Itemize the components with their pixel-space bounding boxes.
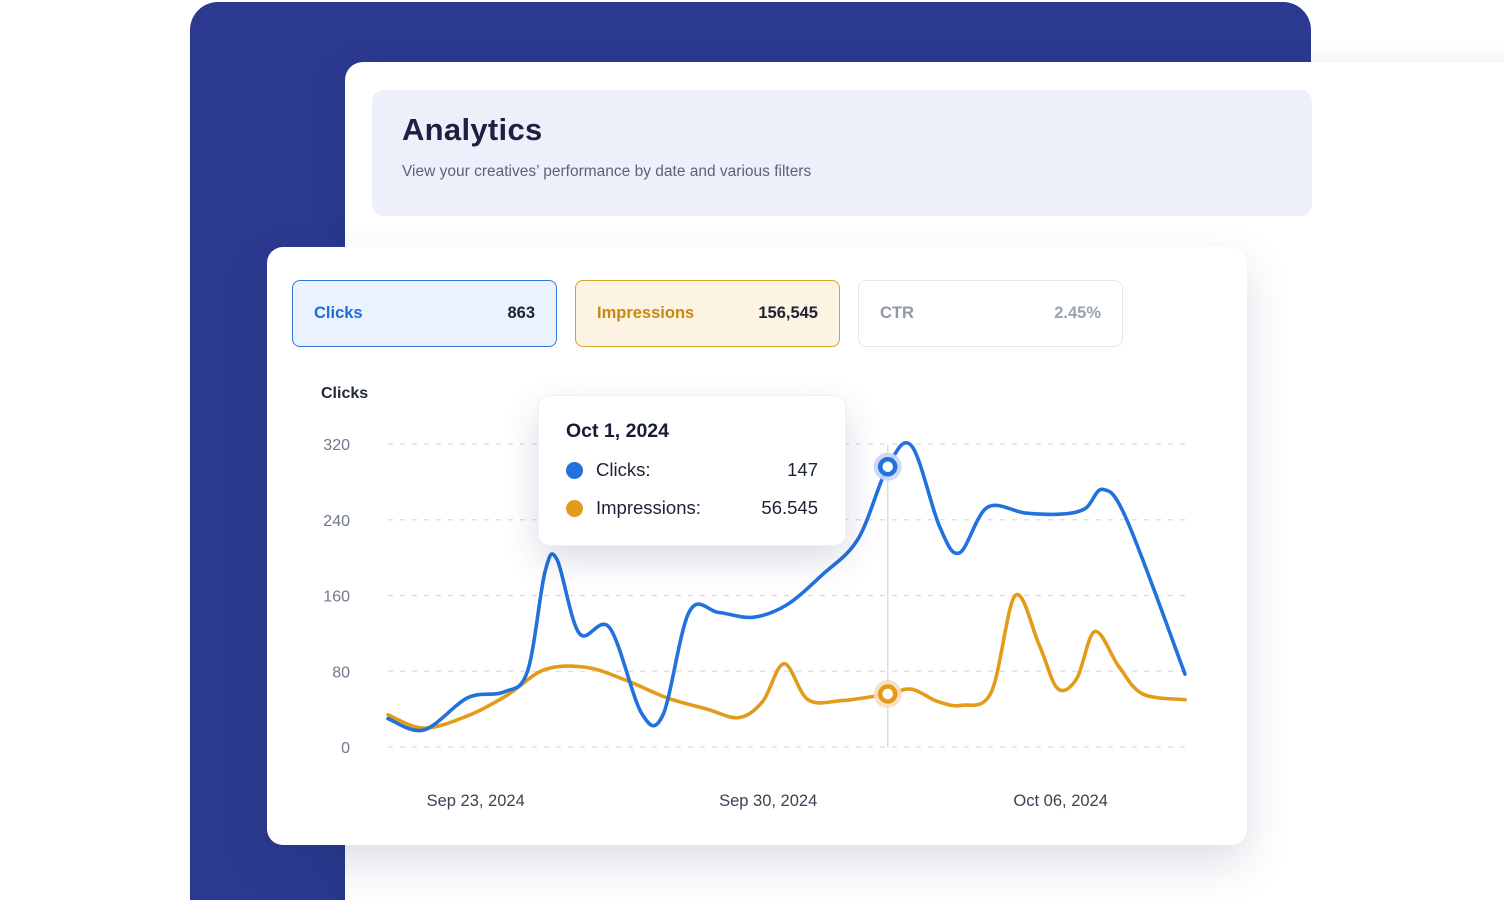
metric-chip-value: 2.45% [1054, 304, 1101, 322]
analytics-header: Analytics View your creatives’ performan… [372, 90, 1312, 216]
series-impressions-line [386, 592, 1187, 730]
metric-chip-ctr[interactable]: CTR 2.45% [858, 280, 1123, 347]
metric-chip-clicks[interactable]: Clicks 863 [292, 280, 557, 347]
metric-chip-label: Clicks [314, 304, 363, 322]
tooltip-value: 56.545 [761, 497, 818, 518]
page-title: Analytics [402, 112, 543, 147]
x-tick-label: Sep 23, 2024 [427, 792, 525, 810]
chart-axis-title: Clicks [321, 385, 369, 402]
tooltip-date: Oct 1, 2024 [566, 420, 669, 442]
metric-chips: Clicks 863 Impressions 156,545 CTR 2.45% [292, 280, 1123, 347]
y-tick-label: 320 [323, 437, 350, 454]
impressions-dot-icon [566, 499, 583, 517]
tooltip-row-clicks: Clicks: 147 [566, 459, 818, 481]
y-tick-label: 80 [332, 664, 350, 681]
y-tick-label: 160 [323, 589, 350, 606]
x-tick-label: Oct 06, 2024 [1013, 792, 1107, 810]
marker-clicks [877, 456, 898, 477]
tooltip-row-impressions: Impressions: 56.545 [566, 497, 818, 519]
x-tick-label: Sep 30, 2024 [719, 792, 817, 810]
page-subtitle: View your creatives’ performance by date… [402, 163, 812, 180]
tooltip-label: Impressions: [596, 497, 701, 518]
clicks-dot-icon [566, 461, 583, 479]
marker-impressions [877, 684, 898, 704]
analytics-chart-card: Clicks 863 Impressions 156,545 CTR 2.45%… [267, 247, 1247, 845]
tooltip-value: 147 [787, 459, 818, 480]
metric-chip-value: 156,545 [758, 304, 818, 322]
metric-chip-impressions[interactable]: Impressions 156,545 [575, 280, 840, 347]
line-chart[interactable]: 320 240 160 80 0 Sep 23, 2024 Sep 30, 2024 Oct … [267, 375, 1247, 845]
metric-chip-label: Impressions [597, 304, 695, 322]
metric-chip-label: CTR [880, 304, 914, 322]
y-tick-label: 0 [341, 740, 350, 757]
y-tick-label: 240 [323, 513, 350, 530]
series-clicks-line [386, 441, 1187, 733]
line-chart-canvas: 320 240 160 80 0 Sep 23, 2024 Sep 30, 2024 Oct … [323, 437, 1187, 810]
metric-chip-value: 863 [507, 304, 535, 322]
tooltip-label: Clicks: [596, 459, 651, 480]
chart-tooltip: Oct 1, 2024 Clicks: 147 Impressions: 56.… [538, 395, 846, 546]
